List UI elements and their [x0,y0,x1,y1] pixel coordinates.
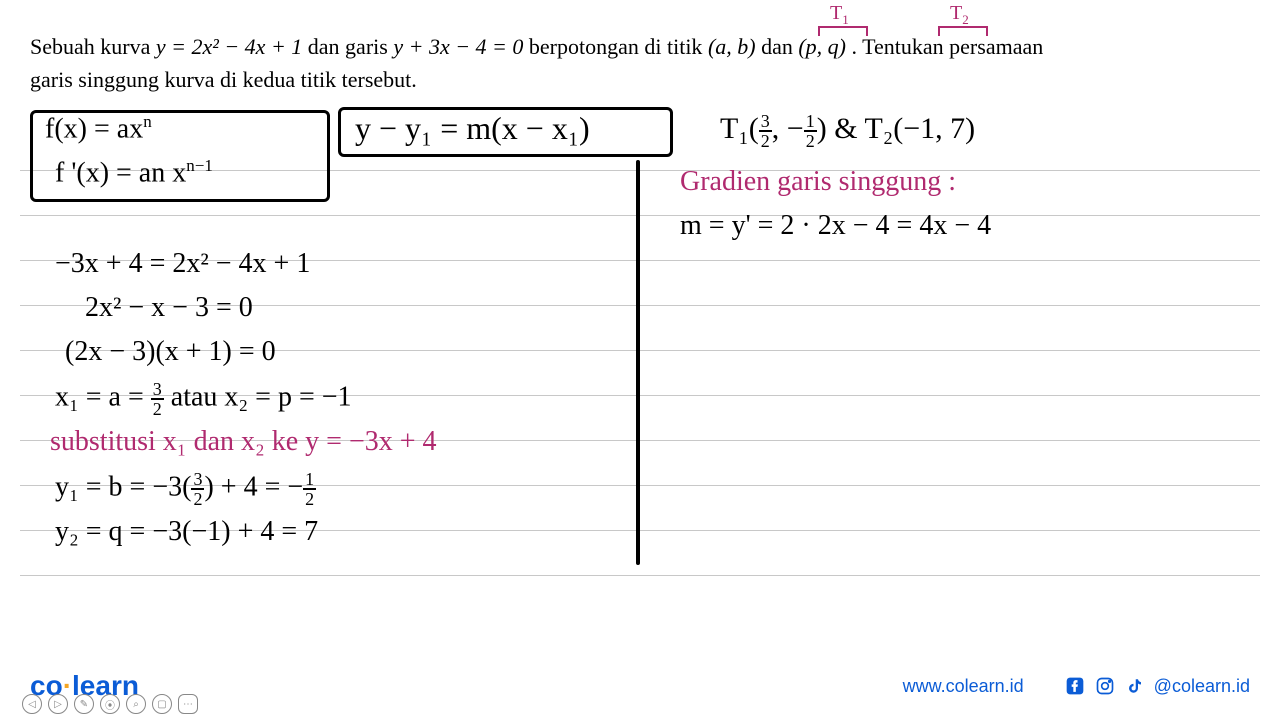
work-l2: 2x² − x − 3 = 0 [85,292,253,324]
problem-text-4: dan [761,34,798,59]
page: T1 T2 Sebuah kurva y = 2x² − 4x + 1 dan … [0,0,1280,720]
annot-t2-text: T [950,2,962,24]
playback-controls: ◁ ▷ ✎ ⦿ ⌕ ▢ ⋯ [22,694,198,714]
frac-den: 2 [759,132,772,150]
annot-t2-sub: 2 [962,12,969,27]
prev-icon[interactable]: ◁ [22,694,42,714]
problem-text-3: berpotongan di titik [529,34,708,59]
work-l1: −3x + 4 = 2x² − 4x + 1 [55,248,310,280]
tiktok-icon[interactable] [1124,675,1146,697]
work-r2: Gradien garis singgung : [680,166,956,198]
work-l3: (2x − 3)(x + 1) = 0 [65,336,276,368]
annot-t2: T2 [950,2,969,28]
formula-f: f(x) = axn [45,112,152,146]
formula-line-eq: y − y₁ = m(x − x₁) [355,110,590,147]
facebook-icon[interactable] [1064,675,1086,697]
footer: co·learn www.colearn.id @colearn.id [30,670,1250,702]
record-icon[interactable]: ⦿ [100,694,120,714]
footer-right: www.colearn.id @colearn.id [903,675,1250,697]
formula-fp: f '(x) = an xn−1 [55,156,213,190]
formula-f-exp: n [143,112,152,131]
annot-t1: T1 [830,2,849,28]
formula-fp-exp: n−1 [186,156,213,175]
annot-t1-sub: 1 [842,12,849,27]
work-r1-b: , − [772,112,804,145]
footer-socials: @colearn.id [1064,675,1250,697]
frac-num: 1 [303,470,316,490]
footer-handle[interactable]: @colearn.id [1154,676,1250,697]
work-l5-text: substitusi x₁ dan x₂ ke y = −3x + 4 [50,426,437,457]
work-l6-frac2: 12 [303,470,316,508]
frac-den: 2 [804,132,817,150]
rule-line [20,575,1260,576]
work-l6-a: y₁ = b = −3( [55,471,191,502]
work-l6-frac1: 32 [191,470,204,508]
work-l5: substitusi x₁ dan x₂ ke y = −3x + 4 [50,426,437,458]
vertical-divider [636,160,640,565]
frac-num: 3 [151,380,164,400]
edit-icon[interactable]: ✎ [74,694,94,714]
frac-num: 1 [804,112,817,132]
zoom-icon[interactable]: ⌕ [126,694,146,714]
work-r1-a: T₁( [720,112,759,145]
work-l7: y₂ = q = −3(−1) + 4 = 7 [55,516,318,548]
problem-eq2: y + 3x − 4 = 0 [393,34,523,59]
work-l4-a: x₁ = a = [55,381,151,412]
work-r1: T₁(32, −12) & T₂(−1, 7) [720,112,975,150]
work-l4-frac: 32 [151,380,164,418]
annot-t1-text: T [830,2,842,24]
problem-eq1: y = 2x² − 4x + 1 [156,34,302,59]
footer-url[interactable]: www.colearn.id [903,676,1024,697]
work-l6: y₁ = b = −3(32) + 4 = −12 [55,470,316,508]
frac-num: 3 [759,112,772,132]
frac-den: 2 [151,400,164,418]
work-l4-b: atau x₂ = p = −1 [164,381,352,412]
work-r1-c: ) & T₂(−1, 7) [817,112,975,145]
frac-num: 3 [191,470,204,490]
frac-den: 2 [191,490,204,508]
problem-pt2: (p, q) [798,34,846,59]
frac-den: 2 [303,490,316,508]
formula-f-text: f(x) = ax [45,113,143,144]
work-r1-frac2: 12 [804,112,817,150]
problem-line2: garis singgung kurva di kedua titik ters… [30,67,417,92]
problem-text-5: . Tentukan persamaan [852,34,1044,59]
image-icon[interactable]: ▢ [152,694,172,714]
problem-text-1: Sebuah kurva [30,34,156,59]
problem-pt1: (a, b) [708,34,756,59]
work-r3: m = y' = 2 · 2x − 4 = 4x − 4 [680,210,991,242]
instagram-icon[interactable] [1094,675,1116,697]
play-icon[interactable]: ▷ [48,694,68,714]
work-l4: x₁ = a = 32 atau x₂ = p = −1 [55,380,352,418]
rule-line [20,215,1260,216]
more-icon[interactable]: ⋯ [178,694,198,714]
problem-text-2: dan garis [308,34,394,59]
work-l6-b: ) + 4 = − [204,471,303,502]
formula-fp-text: f '(x) = an x [55,157,186,188]
work-r1-frac1: 32 [759,112,772,150]
problem-statement: Sebuah kurva y = 2x² − 4x + 1 dan garis … [30,30,1250,96]
